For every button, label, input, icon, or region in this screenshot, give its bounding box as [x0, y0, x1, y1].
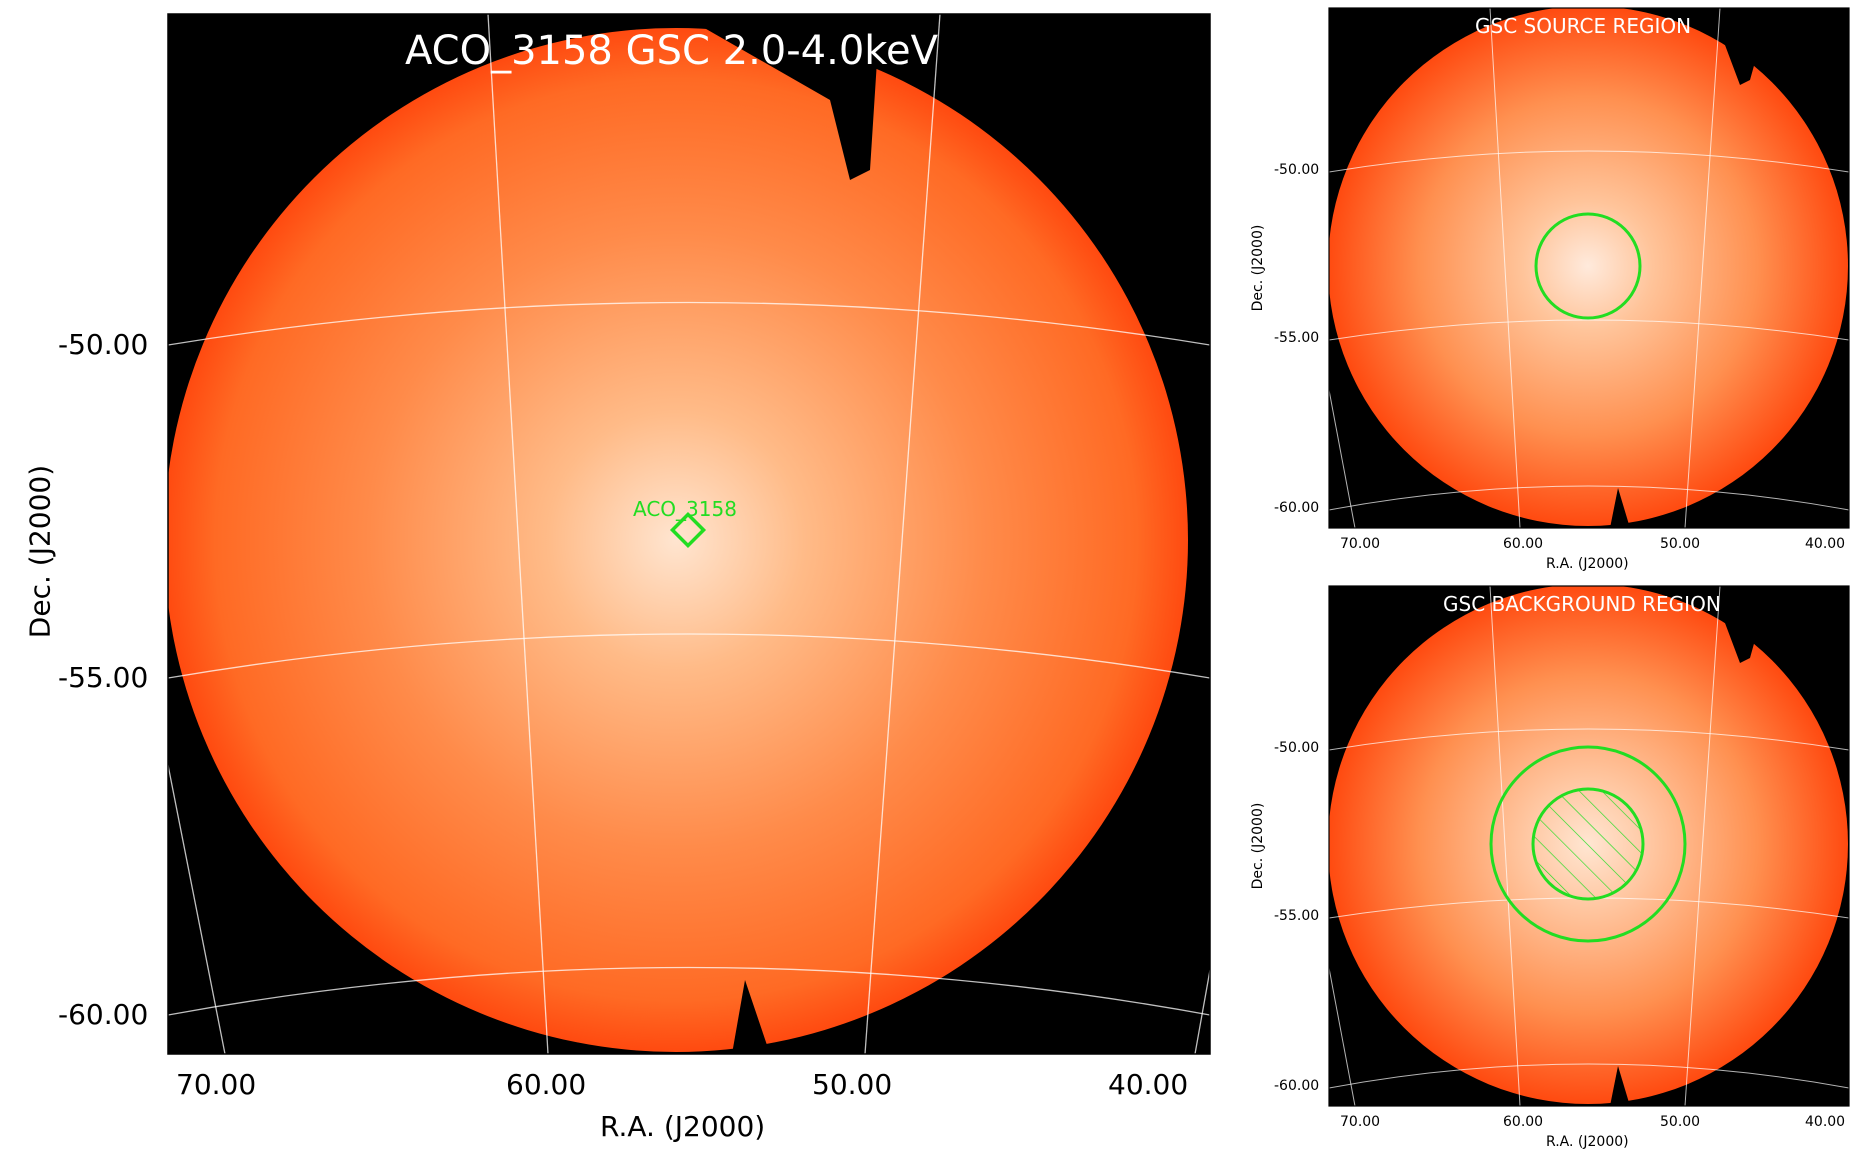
- background-frame: [1328, 585, 1850, 1107]
- background-ytick: -50.00: [1274, 740, 1320, 756]
- main-xtick: 70.00: [176, 1068, 257, 1101]
- main-ylabel: Dec. (J2000): [23, 464, 57, 639]
- background-grid: [1329, 586, 1849, 1106]
- background-annulus-outer: [1489, 745, 1687, 943]
- source-label: ACO_3158: [633, 497, 737, 521]
- source-xtick: 60.00: [1503, 536, 1544, 552]
- source-xtick: 40.00: [1805, 536, 1846, 552]
- source-marker: [669, 511, 707, 549]
- source-region-circle: [1534, 212, 1642, 320]
- source-ytick: -55.00: [1274, 330, 1320, 346]
- background-field-notch-bottom: [1610, 1066, 1630, 1106]
- background-ylabel: Dec. (J2000): [1250, 802, 1266, 890]
- source-region-panel: GSC SOURCE REGION -50.00 -55.00 -60.00 7…: [1230, 0, 1865, 578]
- source-field-notch-bottom: [1610, 488, 1630, 528]
- source-ytick: -50.00: [1274, 162, 1320, 178]
- source-field-of-view: [1329, 8, 1848, 526]
- main-image: [167, 13, 1211, 1055]
- background-xlabel: R.A. (J2000): [1546, 1134, 1629, 1150]
- background-xtick: 70.00: [1340, 1114, 1381, 1130]
- background-xtick: 40.00: [1805, 1114, 1846, 1130]
- source-ylabel: Dec. (J2000): [1250, 224, 1266, 312]
- background-excluded-region: [1531, 787, 1645, 901]
- source-frame: [1328, 7, 1850, 529]
- background-field-notch-top: [1680, 586, 1770, 663]
- source-field-notch-top: [1680, 8, 1770, 85]
- source-xtick: 70.00: [1340, 536, 1381, 552]
- main-panel: ACO_3158 GSC 2.0-4.0keV ACO_3158 -50.00 …: [23, 13, 1211, 1143]
- main-xlabel: R.A. (J2000): [600, 1110, 766, 1143]
- main-grid: [168, 14, 1210, 1054]
- source-title: GSC SOURCE REGION: [1475, 14, 1692, 38]
- main-ytick: -60.00: [58, 998, 149, 1031]
- background-ytick: -60.00: [1274, 1078, 1320, 1094]
- main-xtick: 50.00: [812, 1068, 893, 1101]
- main-xtick: 40.00: [1108, 1068, 1189, 1101]
- source-grid: [1329, 8, 1849, 528]
- background-region-panel: GSC BACKGROUND REGION -50.00 -55.00 -60.…: [1230, 578, 1865, 1156]
- main-xtick: 60.00: [506, 1068, 587, 1101]
- main-frame: [167, 13, 1211, 1055]
- main-field-notch-top: [680, 14, 880, 180]
- background-title: GSC BACKGROUND REGION: [1443, 592, 1721, 616]
- main-ytick: -50.00: [58, 328, 149, 361]
- background-xtick: 50.00: [1660, 1114, 1701, 1130]
- background-xtick: 60.00: [1503, 1114, 1544, 1130]
- background-ytick: -55.00: [1274, 908, 1320, 924]
- source-image: [1328, 7, 1850, 529]
- source-ytick: -60.00: [1274, 500, 1320, 516]
- main-ytick: -55.00: [58, 661, 149, 694]
- main-field-notch-bottom: [732, 980, 770, 1054]
- main-field-of-view: [168, 28, 1188, 1052]
- background-image: [1328, 585, 1850, 1107]
- main-title: ACO_3158 GSC 2.0-4.0keV: [405, 28, 938, 74]
- source-xlabel: R.A. (J2000): [1546, 556, 1629, 572]
- source-xtick: 50.00: [1660, 536, 1701, 552]
